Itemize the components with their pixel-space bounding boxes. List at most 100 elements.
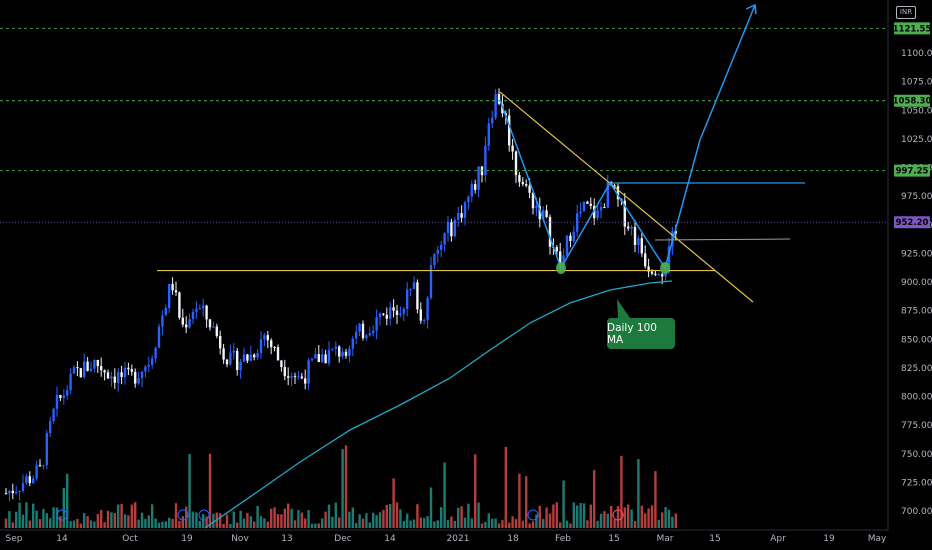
- volume-bar: [341, 449, 344, 528]
- candle-body: [650, 271, 654, 274]
- volume-bar: [300, 512, 303, 528]
- volume-bar: [157, 522, 161, 528]
- volume-bar: [664, 507, 667, 528]
- volume-bar: [96, 514, 99, 528]
- candle-body: [593, 205, 596, 219]
- candle-body: [545, 210, 548, 217]
- candle-body: [633, 227, 637, 245]
- volume-bar: [113, 513, 116, 528]
- y-tick-label: 1100.00: [901, 49, 932, 59]
- volume-bar: [385, 504, 388, 528]
- event-marker: [527, 509, 539, 521]
- volume-bar: [576, 505, 579, 528]
- candle-body: [310, 358, 314, 361]
- volume-bar: [239, 510, 242, 528]
- candle-body: [538, 206, 541, 220]
- candle-body: [378, 313, 382, 318]
- candle-body: [372, 330, 375, 334]
- candle-body: [409, 289, 412, 291]
- candle-body: [572, 231, 575, 241]
- volume-bar: [327, 504, 331, 528]
- volume-bar: [38, 519, 42, 528]
- volume-bar: [100, 509, 103, 528]
- candle-body: [174, 290, 178, 293]
- volume-bar: [616, 506, 620, 528]
- candle-body: [565, 235, 569, 256]
- candle-body: [205, 305, 208, 320]
- volume-bar: [674, 513, 677, 528]
- price-tag-label: 952.20: [896, 218, 929, 228]
- candle-body: [225, 359, 229, 365]
- candle-body: [576, 213, 579, 232]
- volume-bar: [144, 518, 147, 528]
- volume-bar: [154, 518, 157, 528]
- volume-bar: [188, 454, 191, 528]
- volume-bar: [579, 503, 582, 528]
- candle-body: [361, 323, 365, 339]
- candle-body: [144, 366, 147, 372]
- candle-body: [66, 390, 69, 396]
- volume-bar: [49, 518, 52, 528]
- candle-body: [168, 283, 171, 308]
- volume-bar: [21, 514, 25, 528]
- volume-bar: [436, 520, 439, 528]
- volume-bar: [650, 505, 654, 528]
- candle-body: [42, 465, 45, 467]
- volume-bar: [361, 518, 365, 528]
- currency-badge[interactable]: INR: [896, 6, 916, 19]
- x-tick-label: 18: [507, 534, 519, 544]
- volume-bar: [324, 511, 327, 528]
- volume-bar: [552, 504, 555, 528]
- candle-body: [327, 349, 331, 364]
- volume-bar: [409, 520, 412, 528]
- candle-body: [562, 255, 565, 266]
- candle-body: [351, 338, 354, 349]
- candle-body: [21, 483, 25, 491]
- volume-bar: [147, 515, 150, 528]
- candle-body: [300, 376, 303, 379]
- volume-bar: [406, 513, 409, 528]
- volume-bar: [661, 512, 664, 528]
- volume-bar: [28, 520, 31, 528]
- volume-bar: [450, 516, 453, 528]
- candle-body: [123, 367, 127, 377]
- candle-body: [15, 491, 18, 494]
- candle-body: [38, 465, 42, 467]
- candle-body: [460, 213, 463, 218]
- volume-bar: [86, 516, 89, 528]
- ma-100-line: [204, 280, 673, 529]
- volume-bar: [185, 506, 188, 528]
- volume-bar: [287, 503, 290, 528]
- price-tag: [894, 164, 930, 177]
- volume-bar: [32, 503, 35, 528]
- candle-body: [317, 354, 320, 363]
- candle-body: [477, 166, 480, 190]
- candle-body: [273, 347, 276, 349]
- candle-body: [32, 478, 35, 484]
- x-tick-label: 15: [709, 534, 720, 544]
- volume-bar: [35, 510, 38, 528]
- candle-body: [239, 361, 242, 370]
- candle-body: [304, 378, 307, 384]
- candle-body: [457, 213, 460, 220]
- candle-body: [154, 347, 157, 359]
- volume-bar: [191, 511, 195, 528]
- y-tick-label: 850.00: [901, 335, 932, 345]
- drawings: [0, 3, 888, 529]
- volume-bar: [355, 523, 358, 528]
- candle-body: [423, 319, 426, 321]
- volume-bar: [256, 506, 259, 528]
- candle-body: [467, 196, 470, 203]
- candle-body: [188, 319, 191, 328]
- candle-body: [249, 354, 252, 361]
- pattern-projection-path: [499, 4, 756, 270]
- volume-bar: [528, 523, 531, 528]
- y-tick-label: 975.00: [901, 192, 932, 202]
- x-tick-label: Dec: [334, 534, 351, 544]
- candle-body: [395, 310, 399, 315]
- volume-bar: [647, 508, 650, 528]
- volume-bar: [637, 459, 640, 528]
- candle-body: [229, 352, 232, 365]
- candle-body: [514, 151, 518, 176]
